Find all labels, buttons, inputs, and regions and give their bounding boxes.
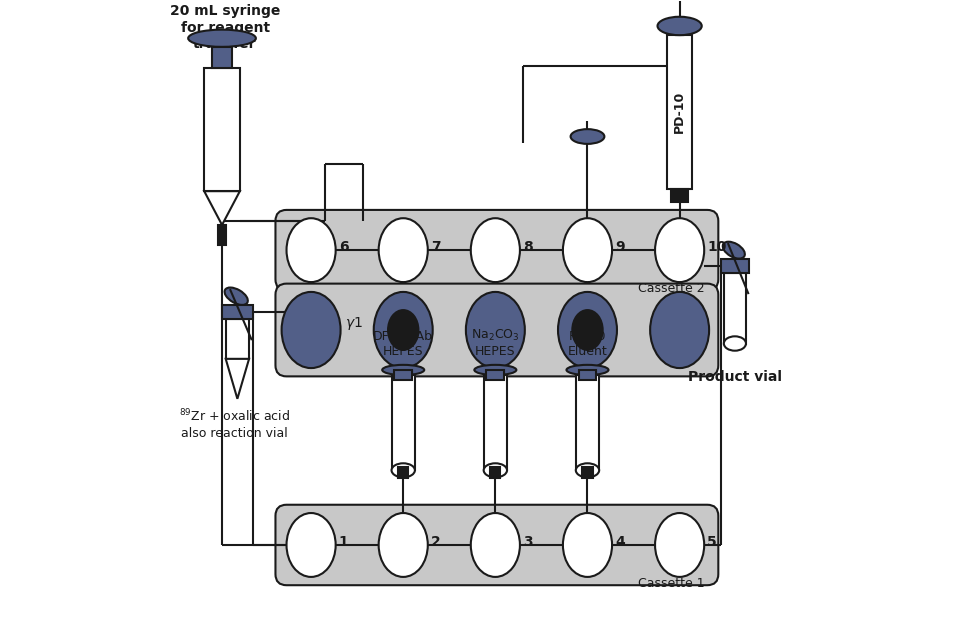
Text: 5: 5 xyxy=(708,535,717,549)
Ellipse shape xyxy=(286,513,336,577)
Ellipse shape xyxy=(570,129,605,144)
Bar xyxy=(579,370,596,380)
Ellipse shape xyxy=(723,242,745,259)
Ellipse shape xyxy=(563,218,612,282)
Bar xyxy=(724,273,746,344)
Text: 3: 3 xyxy=(523,535,533,549)
Polygon shape xyxy=(226,359,249,399)
Text: 4: 4 xyxy=(615,535,625,549)
Ellipse shape xyxy=(724,336,746,350)
Ellipse shape xyxy=(466,292,525,368)
FancyBboxPatch shape xyxy=(276,505,718,585)
Ellipse shape xyxy=(655,218,705,282)
Ellipse shape xyxy=(576,463,599,478)
Bar xyxy=(212,47,232,68)
Text: DFO-mAb
HEPES: DFO-mAb HEPES xyxy=(373,329,433,358)
Ellipse shape xyxy=(188,30,256,47)
FancyBboxPatch shape xyxy=(276,210,718,291)
Text: Cassette 1: Cassette 1 xyxy=(637,578,705,590)
Text: 20 mL syringe
for reagent
transfer: 20 mL syringe for reagent transfer xyxy=(170,4,280,51)
Text: $\gamma$1: $\gamma$1 xyxy=(346,315,363,333)
Ellipse shape xyxy=(378,513,428,577)
Ellipse shape xyxy=(470,513,520,577)
Text: 8: 8 xyxy=(523,240,533,254)
Ellipse shape xyxy=(382,365,424,375)
Ellipse shape xyxy=(281,292,341,368)
Bar xyxy=(491,467,500,478)
FancyBboxPatch shape xyxy=(276,284,718,376)
Bar xyxy=(222,305,252,319)
Ellipse shape xyxy=(373,292,433,368)
Ellipse shape xyxy=(655,513,705,577)
Bar xyxy=(218,225,227,244)
Text: 6: 6 xyxy=(339,240,348,254)
Ellipse shape xyxy=(378,218,428,282)
Ellipse shape xyxy=(392,463,415,478)
Ellipse shape xyxy=(484,463,507,478)
Ellipse shape xyxy=(558,292,617,368)
Ellipse shape xyxy=(470,218,520,282)
Text: 7: 7 xyxy=(431,240,441,254)
Text: $^{89}$Zr + oxalic acid
also reaction vial: $^{89}$Zr + oxalic acid also reaction vi… xyxy=(179,408,290,439)
Text: PD-10
Eluent: PD-10 Eluent xyxy=(567,329,608,358)
Bar xyxy=(721,259,749,273)
Ellipse shape xyxy=(566,365,609,375)
Polygon shape xyxy=(204,191,240,225)
Text: Cassette 2: Cassette 2 xyxy=(637,283,705,296)
Bar xyxy=(226,319,249,359)
Ellipse shape xyxy=(387,309,420,351)
Ellipse shape xyxy=(650,292,709,368)
Bar xyxy=(398,467,408,478)
Bar xyxy=(395,370,412,380)
Ellipse shape xyxy=(658,17,702,35)
Text: 9: 9 xyxy=(615,240,625,254)
Text: 10: 10 xyxy=(708,240,727,254)
Text: 2: 2 xyxy=(431,535,441,549)
Ellipse shape xyxy=(474,365,516,375)
Bar xyxy=(583,467,592,478)
Bar xyxy=(204,68,240,191)
Bar xyxy=(576,375,599,470)
Ellipse shape xyxy=(286,218,336,282)
Bar xyxy=(667,35,692,189)
Bar xyxy=(392,375,415,470)
Ellipse shape xyxy=(571,309,604,351)
Ellipse shape xyxy=(563,513,612,577)
Text: Product vial: Product vial xyxy=(688,370,781,384)
Text: 1: 1 xyxy=(339,535,348,549)
Text: PD-10: PD-10 xyxy=(673,91,686,133)
Bar xyxy=(487,370,504,380)
Bar xyxy=(671,189,688,202)
Ellipse shape xyxy=(225,288,248,305)
Bar xyxy=(484,375,507,470)
Text: Na$_2$CO$_3$
HEPES: Na$_2$CO$_3$ HEPES xyxy=(471,328,519,358)
